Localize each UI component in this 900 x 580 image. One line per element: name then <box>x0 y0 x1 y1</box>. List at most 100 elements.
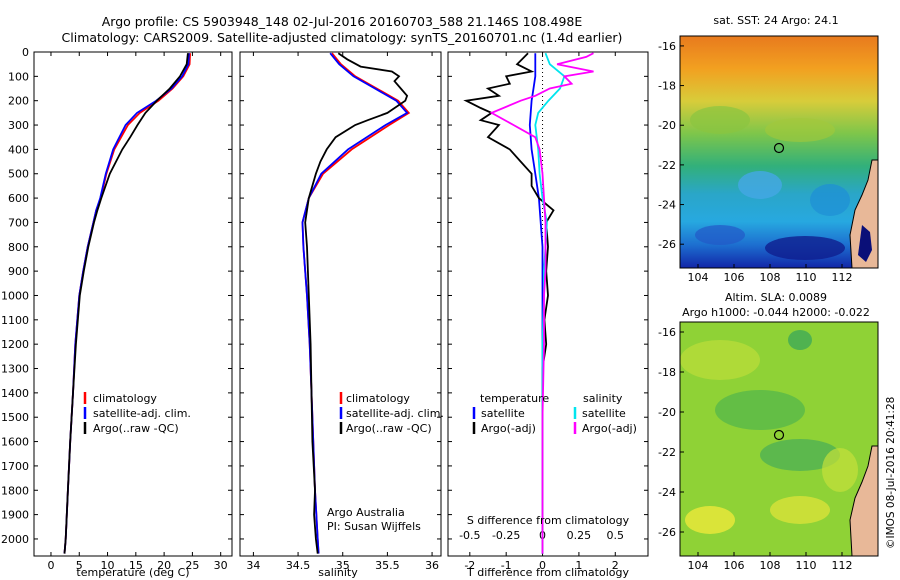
legend-label-argo: Argo(..raw -QC) <box>346 422 432 435</box>
lon-tick-label: 106 <box>724 559 745 572</box>
x-tick-label: 0 <box>539 559 546 572</box>
sla-patch <box>788 330 812 350</box>
x-tick-label: 34.5 <box>286 559 311 572</box>
temperature-axis-label: temperature (deg C) <box>76 566 189 579</box>
depth-tick-label: 800 <box>8 241 29 254</box>
lat-tick-label: -20 <box>658 119 676 132</box>
figure-title: Argo profile: CS 5903948_148 02-Jul-2016… <box>102 14 583 29</box>
lat-tick-label: -24 <box>658 199 676 212</box>
lat-tick-label: -18 <box>658 80 676 93</box>
lat-tick-label: -16 <box>658 326 676 339</box>
legend-label-t-argo: Argo(-adj) <box>481 422 536 435</box>
depth-tick-label: 1400 <box>1 387 29 400</box>
sla-patch <box>822 448 858 492</box>
sst-patch <box>695 225 745 245</box>
sst-coastal-patch <box>858 225 872 262</box>
lat-tick-label: -26 <box>658 238 676 251</box>
t-difference-axis-label: T difference from climatology <box>466 566 629 579</box>
legend-title-salinity: salinity <box>583 392 623 405</box>
depth-tick-label: 500 <box>8 168 29 181</box>
legend-label-satellite: satellite-adj. clim. <box>93 407 191 420</box>
depth-tick-label: 2000 <box>1 533 29 546</box>
series-line-climatology <box>63 53 191 554</box>
lat-tick-label: -20 <box>658 406 676 419</box>
lon-tick-label: 108 <box>760 271 781 284</box>
depth-tick-label: 100 <box>8 70 29 83</box>
sla-patch <box>680 340 760 380</box>
salinity-plot: 34 34.5 35 35.5 36 <box>246 52 439 572</box>
x-tick-label: 15 <box>129 559 143 572</box>
sst-map <box>680 36 878 268</box>
legend-label-climatology: climatology <box>346 392 410 405</box>
depth-tick-label: 700 <box>8 216 29 229</box>
x-tick-label: -2 <box>464 559 475 572</box>
sst-map-title: sat. SST: 24 Argo: 24.1 <box>713 14 838 27</box>
argo-location-marker <box>773 142 785 154</box>
lat-tick-label: -24 <box>658 486 676 499</box>
x-tick-label: 0 <box>47 559 54 572</box>
lon-tick-label: 112 <box>832 559 853 572</box>
temperature-panel <box>33 51 233 557</box>
series-line-satellite <box>534 52 566 554</box>
sla-map-axes: 104 106 108 110 112 -16 -18 -20 -22 -24 -26 <box>658 326 852 572</box>
sst-patch <box>765 118 835 142</box>
difference-plot: -2 -1 0 1 2-0.5 -0.25 0 0.25 0.5 <box>459 52 624 572</box>
figure-subtitle: Climatology: CARS2009. Satellite-adjuste… <box>62 30 623 45</box>
lon-tick-label: 112 <box>832 271 853 284</box>
depth-tick-label: 900 <box>8 265 29 278</box>
x-tick-label: -1 <box>501 559 512 572</box>
sla-map-frame <box>679 321 879 557</box>
lon-tick-label: 106 <box>724 271 745 284</box>
sst-patch <box>738 171 782 199</box>
lon-tick-label: 104 <box>688 559 709 572</box>
depth-tick-label: 600 <box>8 192 29 205</box>
lat-tick-label: -22 <box>658 446 676 459</box>
pi-label: PI: Susan Wijffels <box>327 520 421 533</box>
lon-tick-label: 104 <box>688 271 709 284</box>
depth-tick-label: 1800 <box>1 484 29 497</box>
sst-map-axes: 104 106 108 110 112 -16 -18 -20 -22 -24 -26 <box>658 40 852 284</box>
temperature-plot: 0 5 10 15 20 25 30 <box>47 52 228 572</box>
argo-australia-label: Argo Australia <box>327 506 405 519</box>
x-tick-label: 20 <box>157 559 171 572</box>
salinity-axis-label: salinity <box>318 566 358 579</box>
salinity-panel <box>239 51 442 557</box>
sla-patch <box>760 439 840 471</box>
temperature-legend: climatology satellite-adj. clim. Argo(..… <box>83 392 191 435</box>
sla-map-title: Altim. SLA: 0.0089 <box>725 291 827 304</box>
salinity-legend: climatology satellite-adj. clim. Argo(..… <box>339 392 444 435</box>
x-tick-label: 5 <box>76 559 83 572</box>
depth-tick-label: 1600 <box>1 436 29 449</box>
lon-tick-label: 108 <box>760 559 781 572</box>
lon-tick-label: 110 <box>796 271 817 284</box>
legend-label-s-satellite: satellite <box>582 407 626 420</box>
series-line-climatology <box>301 52 411 554</box>
x-tick-label: 1 <box>575 559 582 572</box>
legend-label-satellite: satellite-adj. clim. <box>346 407 444 420</box>
depth-tick-label: 1500 <box>1 411 29 424</box>
x-tick-label: 25 <box>185 559 199 572</box>
s-tick-label: 0.5 <box>607 529 625 542</box>
series-line-satellite-adj-clim <box>301 52 409 554</box>
sst-patch <box>690 106 750 134</box>
s-tick-label: 0.25 <box>567 529 592 542</box>
difference-panel <box>447 51 649 557</box>
sla-patch <box>715 390 805 430</box>
x-tick-label: 35 <box>336 559 350 572</box>
series-line-argo-raw-qc <box>63 53 189 554</box>
lat-tick-label: -22 <box>658 159 676 172</box>
x-tick-label: 30 <box>214 559 228 572</box>
series-line-argo-raw-qc <box>304 52 409 554</box>
legend-title-temperature: temperature <box>480 392 549 405</box>
depth-tick-label: 200 <box>8 95 29 108</box>
difference-legend: temperature salinity satellite Argo(-adj… <box>472 392 637 435</box>
footer-timestamp: ©IMOS 08-Jul-2016 20:41:28 <box>885 397 897 549</box>
sst-patch <box>810 184 850 216</box>
series-line-argo-adj <box>489 52 594 554</box>
s-difference-axis-label: S difference from climatology <box>467 514 630 527</box>
sla-coastline <box>849 445 878 556</box>
s-tick-label: -0.25 <box>492 529 520 542</box>
depth-tick-label: 1100 <box>1 314 29 327</box>
